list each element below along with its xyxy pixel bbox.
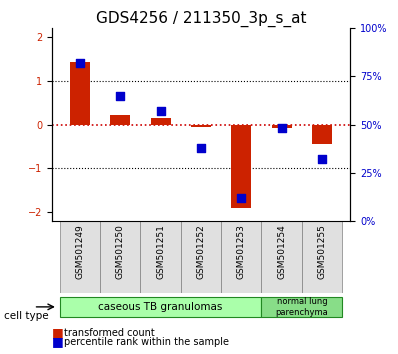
Text: transformed count: transformed count <box>64 328 154 338</box>
Bar <box>231 125 252 209</box>
FancyBboxPatch shape <box>302 221 342 293</box>
Text: GSM501253: GSM501253 <box>237 224 246 279</box>
Text: GSM501251: GSM501251 <box>156 224 165 279</box>
Point <box>77 60 83 66</box>
Text: GSM501250: GSM501250 <box>116 224 125 279</box>
Text: GSM501252: GSM501252 <box>197 224 205 279</box>
Bar <box>110 115 131 125</box>
FancyBboxPatch shape <box>60 221 100 293</box>
Text: percentile rank within the sample: percentile rank within the sample <box>64 337 229 347</box>
Bar <box>271 125 292 128</box>
Point <box>319 156 325 162</box>
Bar <box>191 125 211 127</box>
Text: GSM501255: GSM501255 <box>318 224 326 279</box>
FancyBboxPatch shape <box>261 221 302 293</box>
Text: GSM501249: GSM501249 <box>76 224 84 279</box>
FancyBboxPatch shape <box>221 221 261 293</box>
FancyBboxPatch shape <box>140 221 181 293</box>
Text: normal lung
parenchyma: normal lung parenchyma <box>275 297 328 316</box>
Point <box>279 126 285 131</box>
Point <box>238 195 244 200</box>
FancyBboxPatch shape <box>100 221 140 293</box>
Text: ■: ■ <box>52 335 64 348</box>
Text: caseous TB granulomas: caseous TB granulomas <box>98 302 223 312</box>
Text: ■: ■ <box>52 326 64 339</box>
Text: GSM501254: GSM501254 <box>277 224 286 279</box>
Text: cell type: cell type <box>4 311 49 321</box>
Title: GDS4256 / 211350_3p_s_at: GDS4256 / 211350_3p_s_at <box>96 11 306 27</box>
Point <box>117 93 123 98</box>
Bar <box>312 125 332 144</box>
FancyBboxPatch shape <box>60 297 261 317</box>
Bar <box>150 118 171 125</box>
Bar <box>70 62 90 125</box>
FancyBboxPatch shape <box>261 297 342 317</box>
Point <box>158 108 164 114</box>
Point <box>198 145 204 150</box>
FancyBboxPatch shape <box>181 221 221 293</box>
